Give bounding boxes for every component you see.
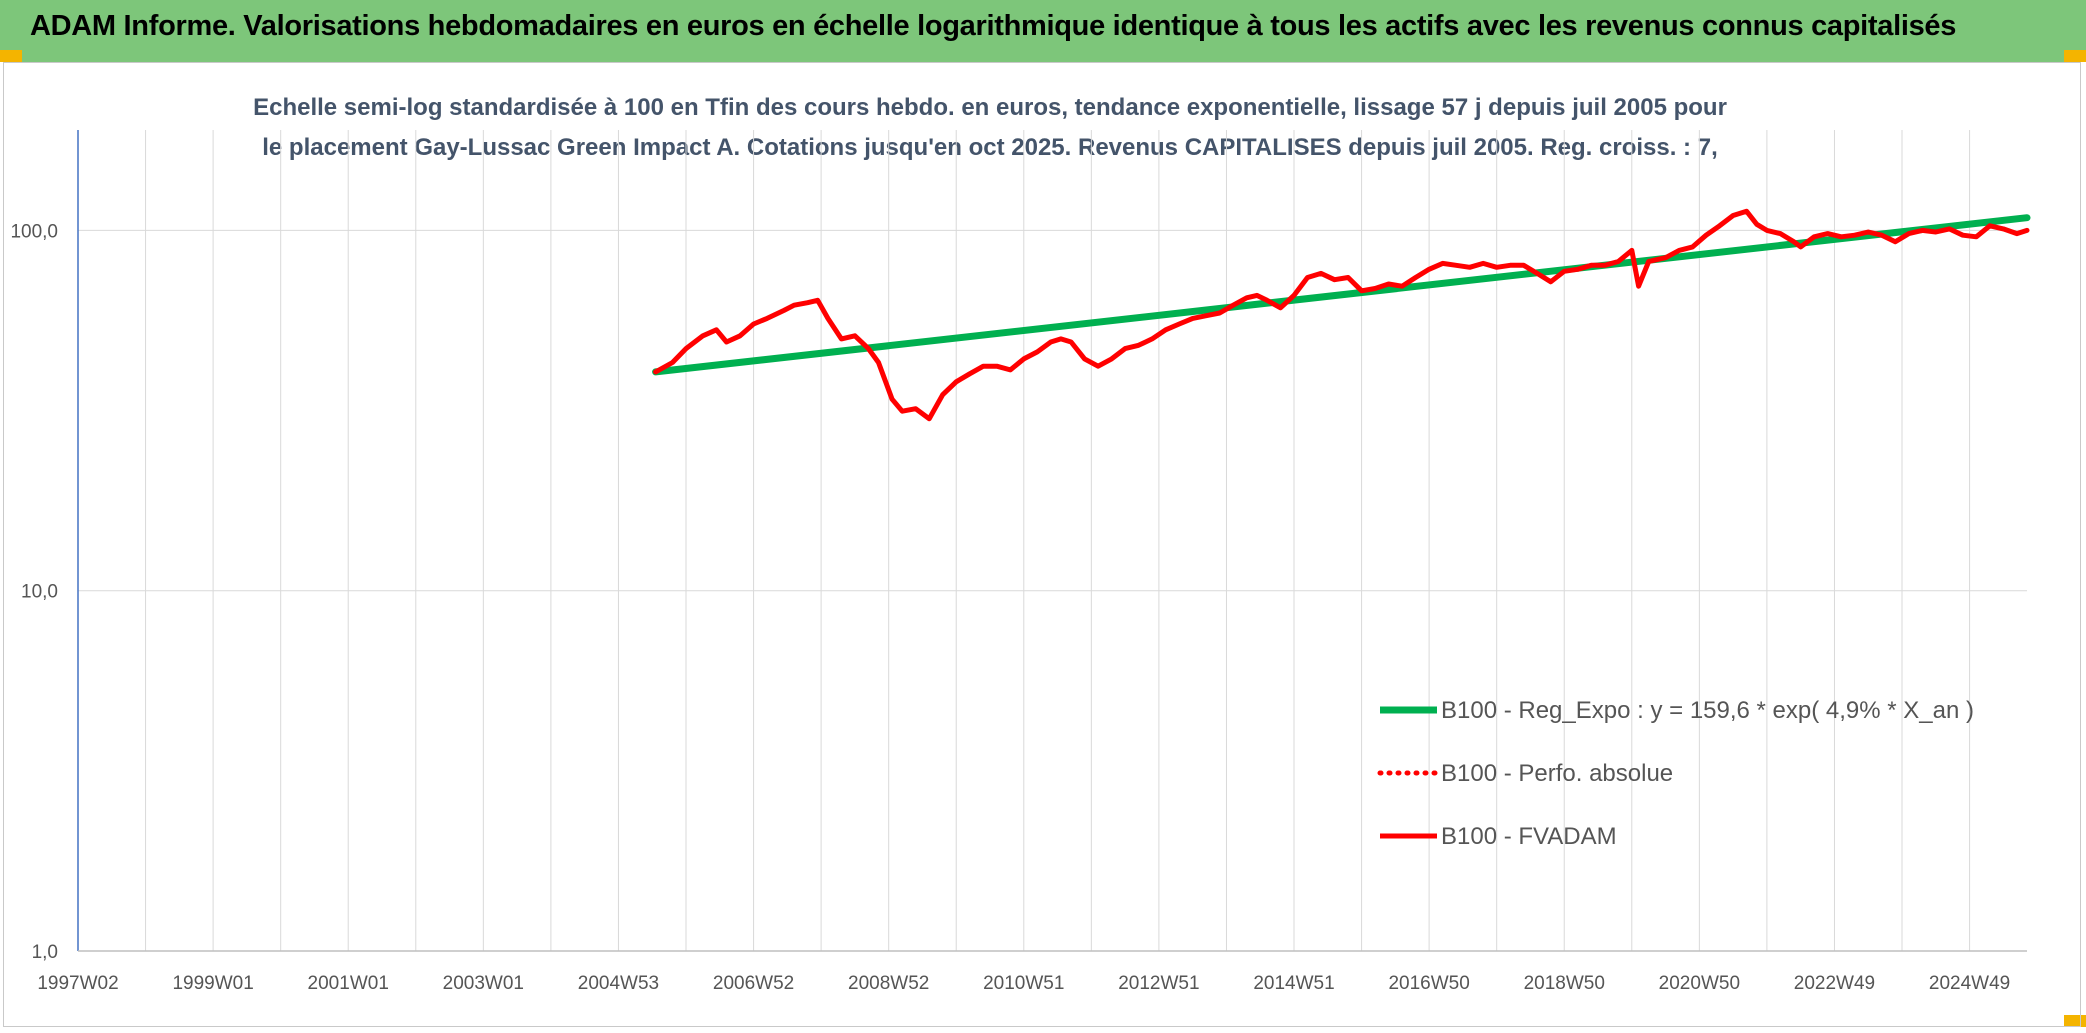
series-line-0: [652, 214, 2031, 376]
x-tick-label: 2020W50: [1659, 973, 1740, 994]
chart-frame: [3, 62, 2081, 1027]
legend-label-1: B100 - Perfo. absolue: [1441, 760, 1673, 787]
y-axis-tick-labels: 1,0 10,0 100,0: [10, 221, 58, 963]
legend-label-0: B100 - Reg_Expo : y = 159,6 * exp( 4,9% …: [1441, 697, 1974, 724]
page-title: ADAM Informe. Valorisations hebdomadaire…: [30, 10, 1957, 42]
x-axis-tick-labels: 1997W02 1999W01 2001W01 2003W01 2004W53 2006W…: [37, 973, 2010, 994]
x-tick-label: 2018W50: [1524, 973, 1605, 994]
series-line-2: [653, 208, 2030, 422]
x-tick-label: 2024W49: [1929, 973, 2010, 994]
y-tick-label: 100,0: [10, 221, 58, 242]
header-banner: ADAM Informe. Valorisations hebdomadaire…: [0, 0, 2086, 62]
x-tick-label: 1997W02: [37, 973, 118, 994]
x-tick-label: 1999W01: [172, 973, 253, 994]
x-tick-label: 2001W01: [308, 973, 389, 994]
legend: B100 - Reg_Expo : y = 159,6 * exp( 4,9% …: [1377, 697, 1974, 850]
x-tick-label: 2016W50: [1388, 973, 1469, 994]
corner-marker-top-right: [2064, 50, 2086, 62]
axes: [77, 130, 2027, 952]
chart-title: Echelle semi-log standardisée à 100 en T…: [253, 94, 1727, 161]
legend-label-2: B100 - FVADAM: [1441, 823, 1617, 850]
y-tick-label: 1,0: [32, 942, 58, 963]
x-tick-label: 2012W51: [1118, 973, 1199, 994]
corner-marker-top-left: [0, 50, 22, 62]
series-lines: [652, 208, 2031, 422]
x-tick-label: 2022W49: [1794, 973, 1875, 994]
x-tick-label: 2008W52: [848, 973, 929, 994]
x-tick-label: 2010W51: [983, 973, 1064, 994]
y-tick-label: 10,0: [21, 582, 58, 603]
x-tick-label: 2006W52: [713, 973, 794, 994]
x-tick-label: 2014W51: [1253, 973, 1334, 994]
x-tick-label: 2003W01: [443, 973, 524, 994]
x-tick-label: 2004W53: [578, 973, 659, 994]
grid-lines: [77, 130, 2027, 952]
